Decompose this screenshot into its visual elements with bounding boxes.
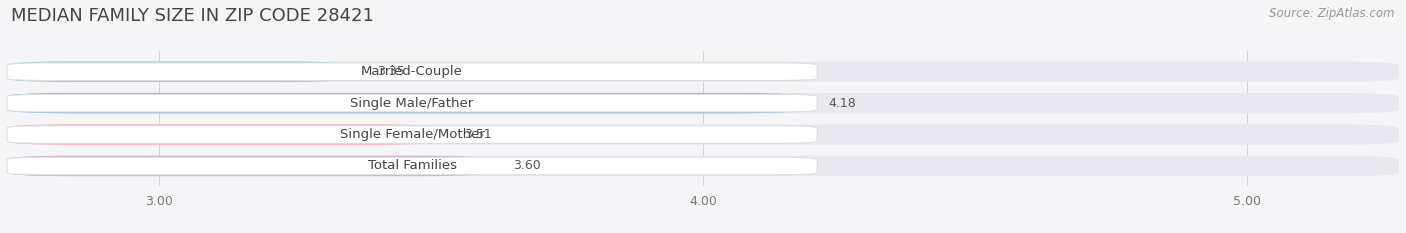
FancyBboxPatch shape xyxy=(7,62,1399,82)
FancyBboxPatch shape xyxy=(7,156,485,176)
Text: Source: ZipAtlas.com: Source: ZipAtlas.com xyxy=(1270,7,1395,20)
Text: 3.60: 3.60 xyxy=(513,159,540,172)
FancyBboxPatch shape xyxy=(7,93,1399,113)
Text: Total Families: Total Families xyxy=(367,159,457,172)
Text: 3.35: 3.35 xyxy=(377,65,405,78)
FancyBboxPatch shape xyxy=(7,156,1399,176)
FancyBboxPatch shape xyxy=(7,124,1399,145)
FancyBboxPatch shape xyxy=(7,157,817,175)
Text: 4.18: 4.18 xyxy=(828,97,856,110)
FancyBboxPatch shape xyxy=(7,124,437,145)
Text: Single Female/Mother: Single Female/Mother xyxy=(340,128,485,141)
FancyBboxPatch shape xyxy=(7,62,350,82)
FancyBboxPatch shape xyxy=(7,63,817,80)
FancyBboxPatch shape xyxy=(7,93,801,113)
FancyBboxPatch shape xyxy=(7,126,817,143)
Text: Married-Couple: Married-Couple xyxy=(361,65,463,78)
Text: Single Male/Father: Single Male/Father xyxy=(350,97,474,110)
Text: 3.51: 3.51 xyxy=(464,128,492,141)
FancyBboxPatch shape xyxy=(7,94,817,112)
Text: MEDIAN FAMILY SIZE IN ZIP CODE 28421: MEDIAN FAMILY SIZE IN ZIP CODE 28421 xyxy=(11,7,374,25)
